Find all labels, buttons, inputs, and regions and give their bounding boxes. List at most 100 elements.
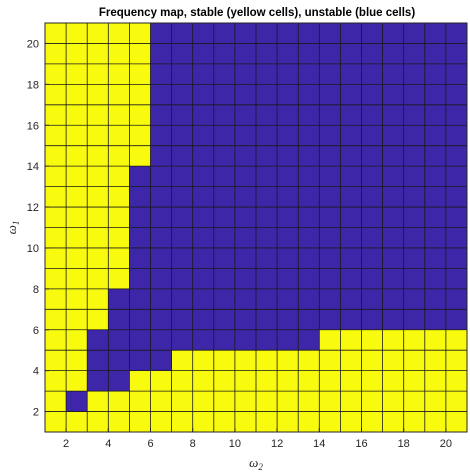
unstable-cell: [403, 186, 425, 208]
stable-cell: [319, 411, 341, 432]
unstable-cell: [445, 166, 467, 187]
unstable-cell: [256, 207, 278, 228]
unstable-cell: [213, 186, 235, 208]
stable-cell: [361, 370, 383, 392]
stable-cell: [108, 268, 130, 289]
unstable-cell: [361, 145, 383, 167]
stable-cell: [45, 207, 67, 228]
x-axis-label-subscript: 2: [258, 462, 263, 472]
unstable-cell: [256, 268, 278, 289]
unstable-cell: [150, 288, 172, 310]
stable-cell: [87, 43, 109, 64]
unstable-cell: [129, 329, 151, 351]
unstable-cell: [403, 145, 425, 167]
unstable-cell: [66, 391, 88, 412]
unstable-cell: [340, 145, 362, 167]
stable-cell: [192, 411, 214, 432]
unstable-cell: [213, 309, 235, 330]
unstable-cell: [213, 104, 235, 126]
stable-cell: [87, 288, 109, 310]
unstable-cell: [403, 288, 425, 310]
unstable-cell: [213, 288, 235, 310]
unstable-cell: [171, 43, 193, 64]
stable-cell: [277, 391, 299, 412]
unstable-cell: [192, 247, 214, 269]
stable-cell: [340, 411, 362, 432]
stable-cell: [87, 247, 109, 269]
unstable-cell: [361, 166, 383, 187]
unstable-cell: [234, 145, 256, 167]
stable-cell: [87, 166, 109, 187]
stable-cell: [319, 370, 341, 392]
unstable-cell: [424, 268, 446, 289]
unstable-cell: [213, 43, 235, 64]
unstable-cell: [108, 288, 130, 310]
unstable-cell: [403, 43, 425, 64]
unstable-cell: [298, 166, 320, 187]
stable-cell: [277, 370, 299, 392]
stable-cell: [87, 411, 109, 432]
unstable-cell: [277, 268, 299, 289]
unstable-cell: [256, 23, 278, 44]
unstable-cell: [171, 227, 193, 248]
unstable-cell: [445, 43, 467, 64]
unstable-cell: [340, 43, 362, 64]
unstable-cell: [340, 166, 362, 187]
stable-cell: [66, 63, 88, 85]
x-axis-ticks: 2 4 6 8 10 12 14 16 18 20: [63, 428, 452, 450]
unstable-cell: [171, 288, 193, 310]
unstable-cell: [424, 23, 446, 44]
unstable-cell: [319, 207, 341, 228]
unstable-cell: [298, 63, 320, 85]
unstable-cell: [361, 104, 383, 126]
stable-cell: [66, 145, 88, 167]
unstable-cell: [234, 43, 256, 64]
unstable-cell: [340, 207, 362, 228]
unstable-cell: [192, 309, 214, 330]
unstable-cell: [277, 247, 299, 269]
unstable-cell: [340, 125, 362, 146]
stable-cell: [129, 391, 151, 412]
stable-cell: [129, 104, 151, 126]
unstable-cell: [277, 309, 299, 330]
x-axis-label: ω2: [249, 455, 263, 472]
stable-cell: [382, 391, 404, 412]
stable-cell: [108, 43, 130, 64]
stable-cell: [108, 145, 130, 167]
unstable-cell: [340, 247, 362, 269]
x-tick-label: 6: [147, 438, 153, 450]
unstable-cell: [234, 268, 256, 289]
stable-cell: [45, 145, 67, 167]
stable-cell: [171, 370, 193, 392]
stable-cell: [129, 145, 151, 167]
unstable-cell: [108, 309, 130, 330]
stable-cell: [445, 329, 467, 351]
unstable-cell: [382, 207, 404, 228]
stable-cell: [213, 350, 235, 371]
unstable-cell: [150, 207, 172, 228]
stable-cell: [403, 411, 425, 432]
stable-cell: [361, 350, 383, 371]
unstable-cell: [340, 268, 362, 289]
stable-cell: [361, 329, 383, 351]
unstable-cell: [150, 186, 172, 208]
unstable-cell: [340, 227, 362, 248]
unstable-cell: [129, 288, 151, 310]
unstable-cell: [340, 23, 362, 44]
unstable-cell: [403, 268, 425, 289]
x-tick-label: 8: [190, 438, 196, 450]
stable-cell: [108, 63, 130, 85]
unstable-cell: [192, 125, 214, 146]
stable-cell: [256, 391, 278, 412]
y-axis-label: ω1: [4, 221, 21, 235]
stable-cell: [129, 84, 151, 105]
unstable-cell: [150, 268, 172, 289]
unstable-cell: [361, 84, 383, 105]
stable-cell: [66, 329, 88, 351]
stable-cell: [66, 125, 88, 146]
unstable-cell: [192, 145, 214, 167]
unstable-cell: [403, 247, 425, 269]
unstable-cell: [150, 43, 172, 64]
stable-cell: [87, 84, 109, 105]
unstable-cell: [445, 84, 467, 105]
